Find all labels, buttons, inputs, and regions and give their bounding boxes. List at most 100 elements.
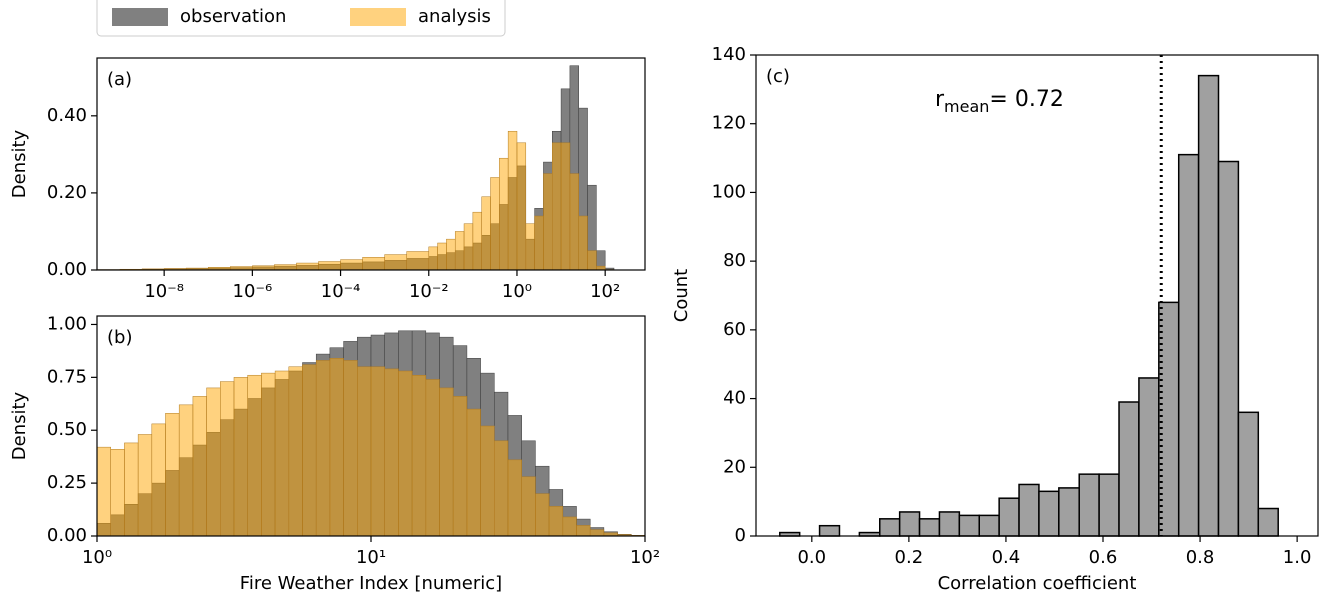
histogram-bar	[454, 231, 465, 271]
histogram-bar	[521, 476, 536, 537]
y-tick-label: 0.00	[47, 525, 87, 546]
x-tick-label: 10⁰	[502, 281, 532, 302]
histogram-bar	[302, 364, 317, 537]
histogram-bar	[452, 396, 468, 537]
histogram-bar	[560, 142, 571, 271]
histogram-bar	[472, 211, 482, 271]
histogram-bar	[329, 358, 344, 537]
histogram-bar	[998, 497, 1020, 537]
histogram-bar	[274, 370, 290, 537]
x-tick-label: 10⁻²	[409, 281, 449, 302]
histogram-bar	[274, 264, 297, 271]
y-tick-label: 60	[723, 319, 746, 340]
histogram-bar	[192, 396, 207, 537]
histogram-bar	[480, 425, 495, 537]
panel: rmean= 0.72 0 20 40 60 80 100 120 140 0.0 0.2 0.4 0.…	[671, 44, 1319, 594]
mean-symbol: r	[935, 87, 945, 112]
legend-swatch	[112, 8, 168, 26]
histogram-bar	[490, 177, 500, 271]
axes-frame	[755, 54, 1319, 537]
y-tick-label: 100	[712, 181, 746, 202]
x-axis-label: Fire Weather Index [numeric]	[240, 573, 502, 594]
histogram-bar	[1197, 74, 1220, 537]
histogram-bar	[534, 215, 544, 271]
histogram-bar	[247, 374, 262, 537]
y-tick-label: 0.25	[47, 472, 87, 493]
histogram-bar	[463, 223, 474, 271]
x-tick-label: 10⁻⁴	[321, 281, 361, 302]
y-tick-label: 40	[723, 388, 746, 409]
histogram-bar	[578, 215, 588, 271]
histogram-bar	[384, 254, 407, 271]
histogram-bar	[206, 387, 221, 537]
histogram-bar	[466, 408, 481, 537]
x-tick-label: 0.6	[1089, 547, 1118, 568]
histogram-bar	[220, 381, 235, 537]
x-tick-label: 10²	[630, 547, 660, 568]
histogram-bar	[516, 142, 527, 271]
histogram-bar	[978, 514, 1000, 537]
histogram-bar	[589, 529, 605, 537]
histogram-bar	[406, 251, 430, 271]
y-tick-label: 0.20	[47, 182, 87, 203]
x-tick-label: 1.0	[1283, 547, 1312, 568]
x-tick-label: 0.4	[992, 547, 1021, 568]
histogram-bar	[938, 511, 961, 537]
histogram-bar	[110, 449, 125, 537]
histogram-bar	[315, 360, 331, 537]
histogram-bar	[96, 446, 111, 537]
y-axis-label: Density	[9, 391, 30, 460]
histogram-bar	[370, 366, 385, 537]
histogram-bar	[898, 511, 921, 537]
legend-swatch	[350, 8, 406, 26]
legend-label: analysis	[418, 6, 491, 27]
y-tick-label: 80	[723, 250, 746, 271]
histogram-bar	[543, 173, 553, 271]
histogram-bar	[233, 377, 248, 537]
panel: 0.00 0.20 0.40 10⁻⁸ 10⁻⁶ 10⁻⁴ 10⁻² 10⁰ 10² (a) Den…	[9, 57, 646, 302]
histogram-bar	[318, 261, 341, 271]
y-axis-label: Count	[671, 269, 692, 322]
histogram-bar	[1138, 377, 1160, 537]
axes-frame	[96, 57, 646, 271]
histogram-bar	[437, 242, 447, 271]
legend: observation analysis	[96, 0, 506, 37]
y-tick-label: 0.40	[47, 105, 87, 126]
x-tick-label: 10²	[590, 281, 620, 302]
histogram-bar	[1177, 153, 1200, 537]
y-tick-label: 1.00	[47, 313, 87, 334]
histogram-bar	[576, 525, 591, 537]
histogram-bar	[569, 173, 579, 271]
histogram-bar	[439, 387, 454, 537]
histogram-bar	[252, 265, 275, 271]
histogram-bar	[384, 368, 399, 537]
histogram-bar	[428, 246, 438, 271]
histogram-bar	[296, 262, 319, 271]
histogram-bar	[1058, 487, 1080, 537]
panel: 0.00 0.25 0.50 0.75 1.00 10⁰ 10¹ 10² (b) Density F…	[9, 313, 660, 594]
histogram-bar	[398, 370, 413, 537]
x-tick-label: 10⁻⁶	[233, 281, 273, 302]
legend-label: observation	[180, 6, 286, 27]
panel-label: (c)	[766, 66, 790, 87]
x-tick-label: 0.8	[1186, 547, 1215, 568]
panel-label: (a)	[107, 69, 132, 90]
x-tick-label: 10⁰	[82, 547, 112, 568]
histogram-bar	[1098, 473, 1120, 537]
histogram-bar	[1217, 160, 1240, 537]
histogram-bar	[1257, 507, 1279, 537]
histogram-bar	[1038, 490, 1060, 537]
histogram-bar	[165, 413, 180, 537]
panel-label: (b)	[107, 327, 132, 348]
histogram-bar	[494, 440, 509, 537]
histogram-bar	[1078, 473, 1100, 537]
mean-label: = 0.72	[989, 87, 1063, 112]
y-tick-label: 0.75	[47, 366, 87, 387]
y-tick-label: 120	[712, 113, 746, 134]
histogram-bar	[562, 516, 577, 537]
histogram-bar	[1237, 411, 1260, 537]
mean-annotation: rmean= 0.72	[935, 87, 1064, 116]
x-tick-label: 0.0	[797, 547, 826, 568]
histogram-bar	[879, 518, 901, 537]
histogram-bar	[362, 257, 385, 271]
